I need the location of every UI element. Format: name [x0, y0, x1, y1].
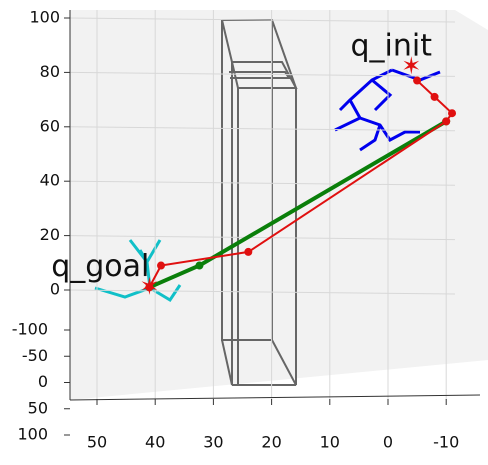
grid-line [69, 235, 456, 241]
grid-line [69, 71, 456, 77]
x-tick-label: 20 [261, 433, 281, 452]
grid-line [69, 17, 456, 23]
x-tick-label: 30 [203, 433, 223, 452]
x-tick-label: 0 [383, 433, 393, 452]
star: ✶ [139, 272, 159, 300]
z-tick-label: 100 [29, 8, 60, 27]
point [448, 109, 457, 118]
point [442, 117, 451, 126]
z-tick-label: 80 [40, 62, 60, 81]
axis-line [69, 394, 481, 401]
point [430, 92, 439, 101]
grid-line [69, 126, 456, 132]
y-tick-label: 0 [38, 372, 48, 391]
z-tick-label: 40 [40, 171, 60, 190]
grid-line [69, 180, 456, 186]
point [195, 261, 204, 270]
point [157, 261, 166, 270]
pane [70, 10, 488, 400]
annotation: q_goal [51, 249, 149, 284]
x-tick-label: 40 [145, 433, 165, 452]
z-tick-label: 0 [50, 280, 60, 299]
point [145, 283, 154, 292]
grid-line [69, 289, 456, 295]
y-tick-label: -100 [12, 320, 48, 339]
z-tick-label: 20 [40, 225, 60, 244]
x-tick-label: 10 [320, 433, 340, 452]
z-tick-label: 60 [40, 116, 60, 135]
x-tick-label: -10 [433, 433, 459, 452]
y-tick-label: 100 [17, 425, 48, 444]
point [413, 76, 422, 85]
y-tick-label: -50 [22, 346, 48, 365]
point [244, 247, 253, 256]
y-tick-label: 50 [28, 398, 48, 417]
annotation: q_init [351, 28, 433, 63]
x-tick-label: 50 [87, 433, 107, 452]
star: ✶ [401, 52, 421, 80]
